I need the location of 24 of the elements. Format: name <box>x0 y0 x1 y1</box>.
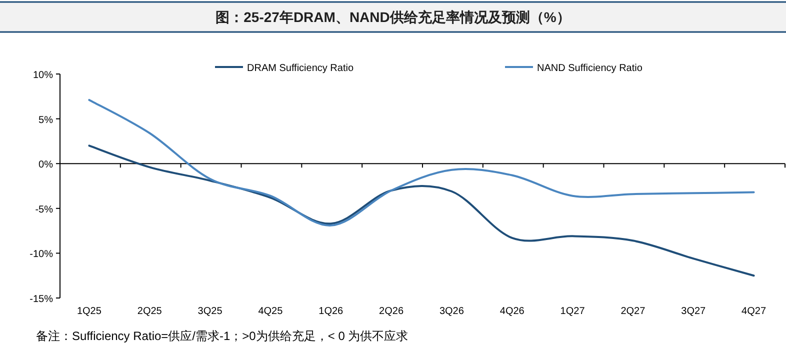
x-tick-label: 4Q25 <box>258 306 284 317</box>
x-tick-label: 3Q25 <box>198 306 223 317</box>
y-tick-label: 10% <box>32 70 54 81</box>
y-tick-label: 0% <box>38 160 54 171</box>
x-tick-label: 4Q26 <box>500 306 525 317</box>
y-tick-label: -10% <box>30 249 54 260</box>
legend-label: NAND Sufficiency Ratio <box>537 63 643 74</box>
x-tick-label: 2Q26 <box>379 306 404 317</box>
y-tick-label: -5% <box>35 204 54 216</box>
x-tick-label: 1Q27 <box>560 306 586 317</box>
line-series <box>88 98 755 226</box>
text: 备注：Sufficiency Ratio=供应/需求-1；>0为供给充足，< 0 为供不应求 <box>36 329 408 343</box>
y-tick-label: -15% <box>30 294 54 305</box>
x-tick-label: 1Q26 <box>318 306 344 317</box>
x-tick-label: 1Q25 <box>76 306 102 317</box>
x-tick-label: 3Q26 <box>439 306 464 317</box>
x-tick-label: 3Q27 <box>681 306 706 317</box>
x-tick-label: 2Q27 <box>620 306 646 317</box>
legend-label: DRAM Sufficiency Ratio <box>247 63 354 74</box>
x-tick-label: 2Q25 <box>137 306 162 317</box>
x-tick-label: 4Q27 <box>742 306 766 317</box>
chart-title: 图：25-27年DRAM、NAND供给充足率情况及预测（%） <box>216 9 570 25</box>
line-series <box>88 144 755 277</box>
y-tick-label: 5% <box>38 114 54 126</box>
